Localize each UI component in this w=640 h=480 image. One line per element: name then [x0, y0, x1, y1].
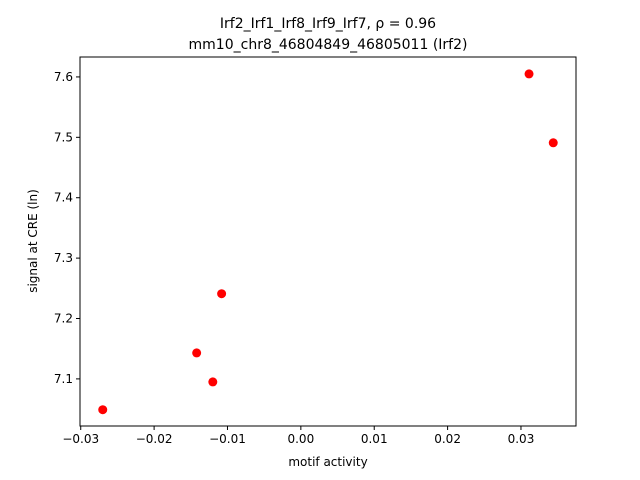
point — [208, 377, 218, 387]
chart-subtitle: mm10_chr8_46804849_46805011 (Irf2) — [189, 37, 468, 53]
x-tick-label: 0.01 — [361, 432, 388, 446]
point — [548, 138, 558, 148]
y-tick-label: 7.2 — [54, 312, 73, 326]
x-tick-label: −0.03 — [62, 432, 99, 446]
point — [524, 69, 534, 79]
y-tick-label: 7.4 — [54, 191, 73, 205]
x-tick-label: 0.03 — [508, 432, 535, 446]
point — [217, 289, 227, 299]
chart-title: Irf2_Irf1_Irf8_Irf9_Irf7, ρ = 0.96 — [220, 16, 436, 32]
y-tick-label: 7.5 — [54, 130, 73, 144]
x-tick-label: −0.02 — [136, 432, 173, 446]
x-tick-label: 0.02 — [434, 432, 461, 446]
x-tick-label: −0.01 — [209, 432, 246, 446]
y-tick-label: 7.1 — [54, 372, 73, 386]
point — [192, 348, 202, 358]
x-axis-label: motif activity — [288, 455, 367, 469]
point — [98, 405, 108, 415]
x-tick-label: 0.00 — [287, 432, 314, 446]
y-tick-label: 7.6 — [54, 70, 73, 84]
y-axis-label: signal at CRE (ln) — [26, 189, 40, 293]
plot-frame — [79, 56, 577, 427]
y-tick-label: 7.3 — [54, 251, 73, 265]
